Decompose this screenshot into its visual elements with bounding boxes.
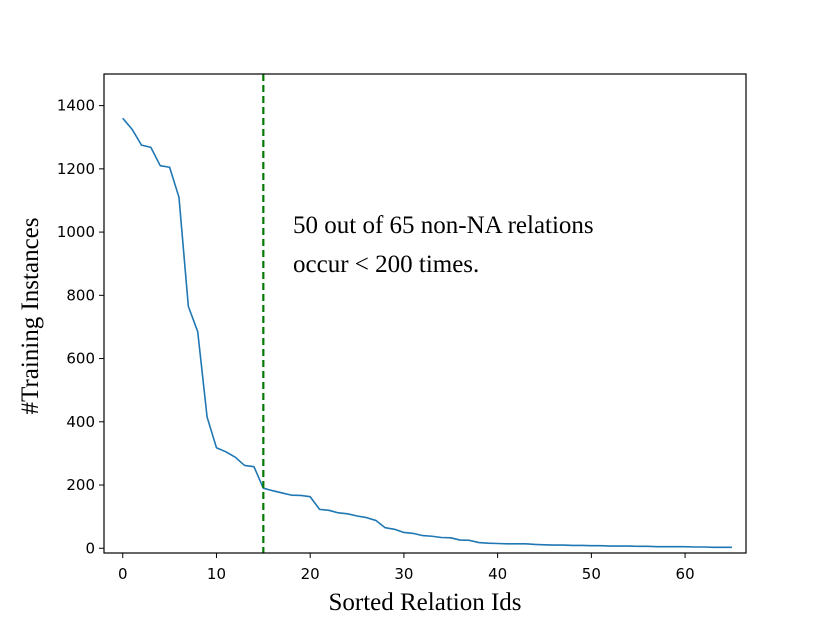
annotation-line-2: occur < 200 times.: [293, 251, 479, 278]
y-tick-label: 1400: [57, 97, 95, 115]
plot-area: [104, 74, 746, 553]
y-tick-label: 1200: [57, 160, 95, 178]
y-axis-title: #Training Instances: [17, 218, 44, 415]
x-tick-label: 10: [207, 565, 226, 583]
y-tick-label: 800: [66, 286, 95, 304]
x-axis-title: Sorted Relation Ids: [328, 589, 521, 616]
y-tick-label: 200: [66, 476, 95, 494]
x-tick-label: 40: [488, 565, 507, 583]
annotation-line-1: 50 out of 65 non-NA relations: [293, 212, 594, 239]
y-tick-label: 400: [66, 413, 95, 431]
x-tick-label: 0: [118, 565, 128, 583]
plot-frame: [103, 73, 747, 554]
y-tick-label: 600: [66, 350, 95, 368]
x-tick-label: 60: [676, 565, 695, 583]
x-tick-label: 30: [394, 565, 413, 583]
y-tick-label: 1000: [57, 223, 95, 241]
y-tick-label: 0: [85, 539, 95, 557]
x-tick-label: 20: [301, 565, 320, 583]
series-line: [122, 117, 732, 549]
x-tick-label: 50: [582, 565, 601, 583]
